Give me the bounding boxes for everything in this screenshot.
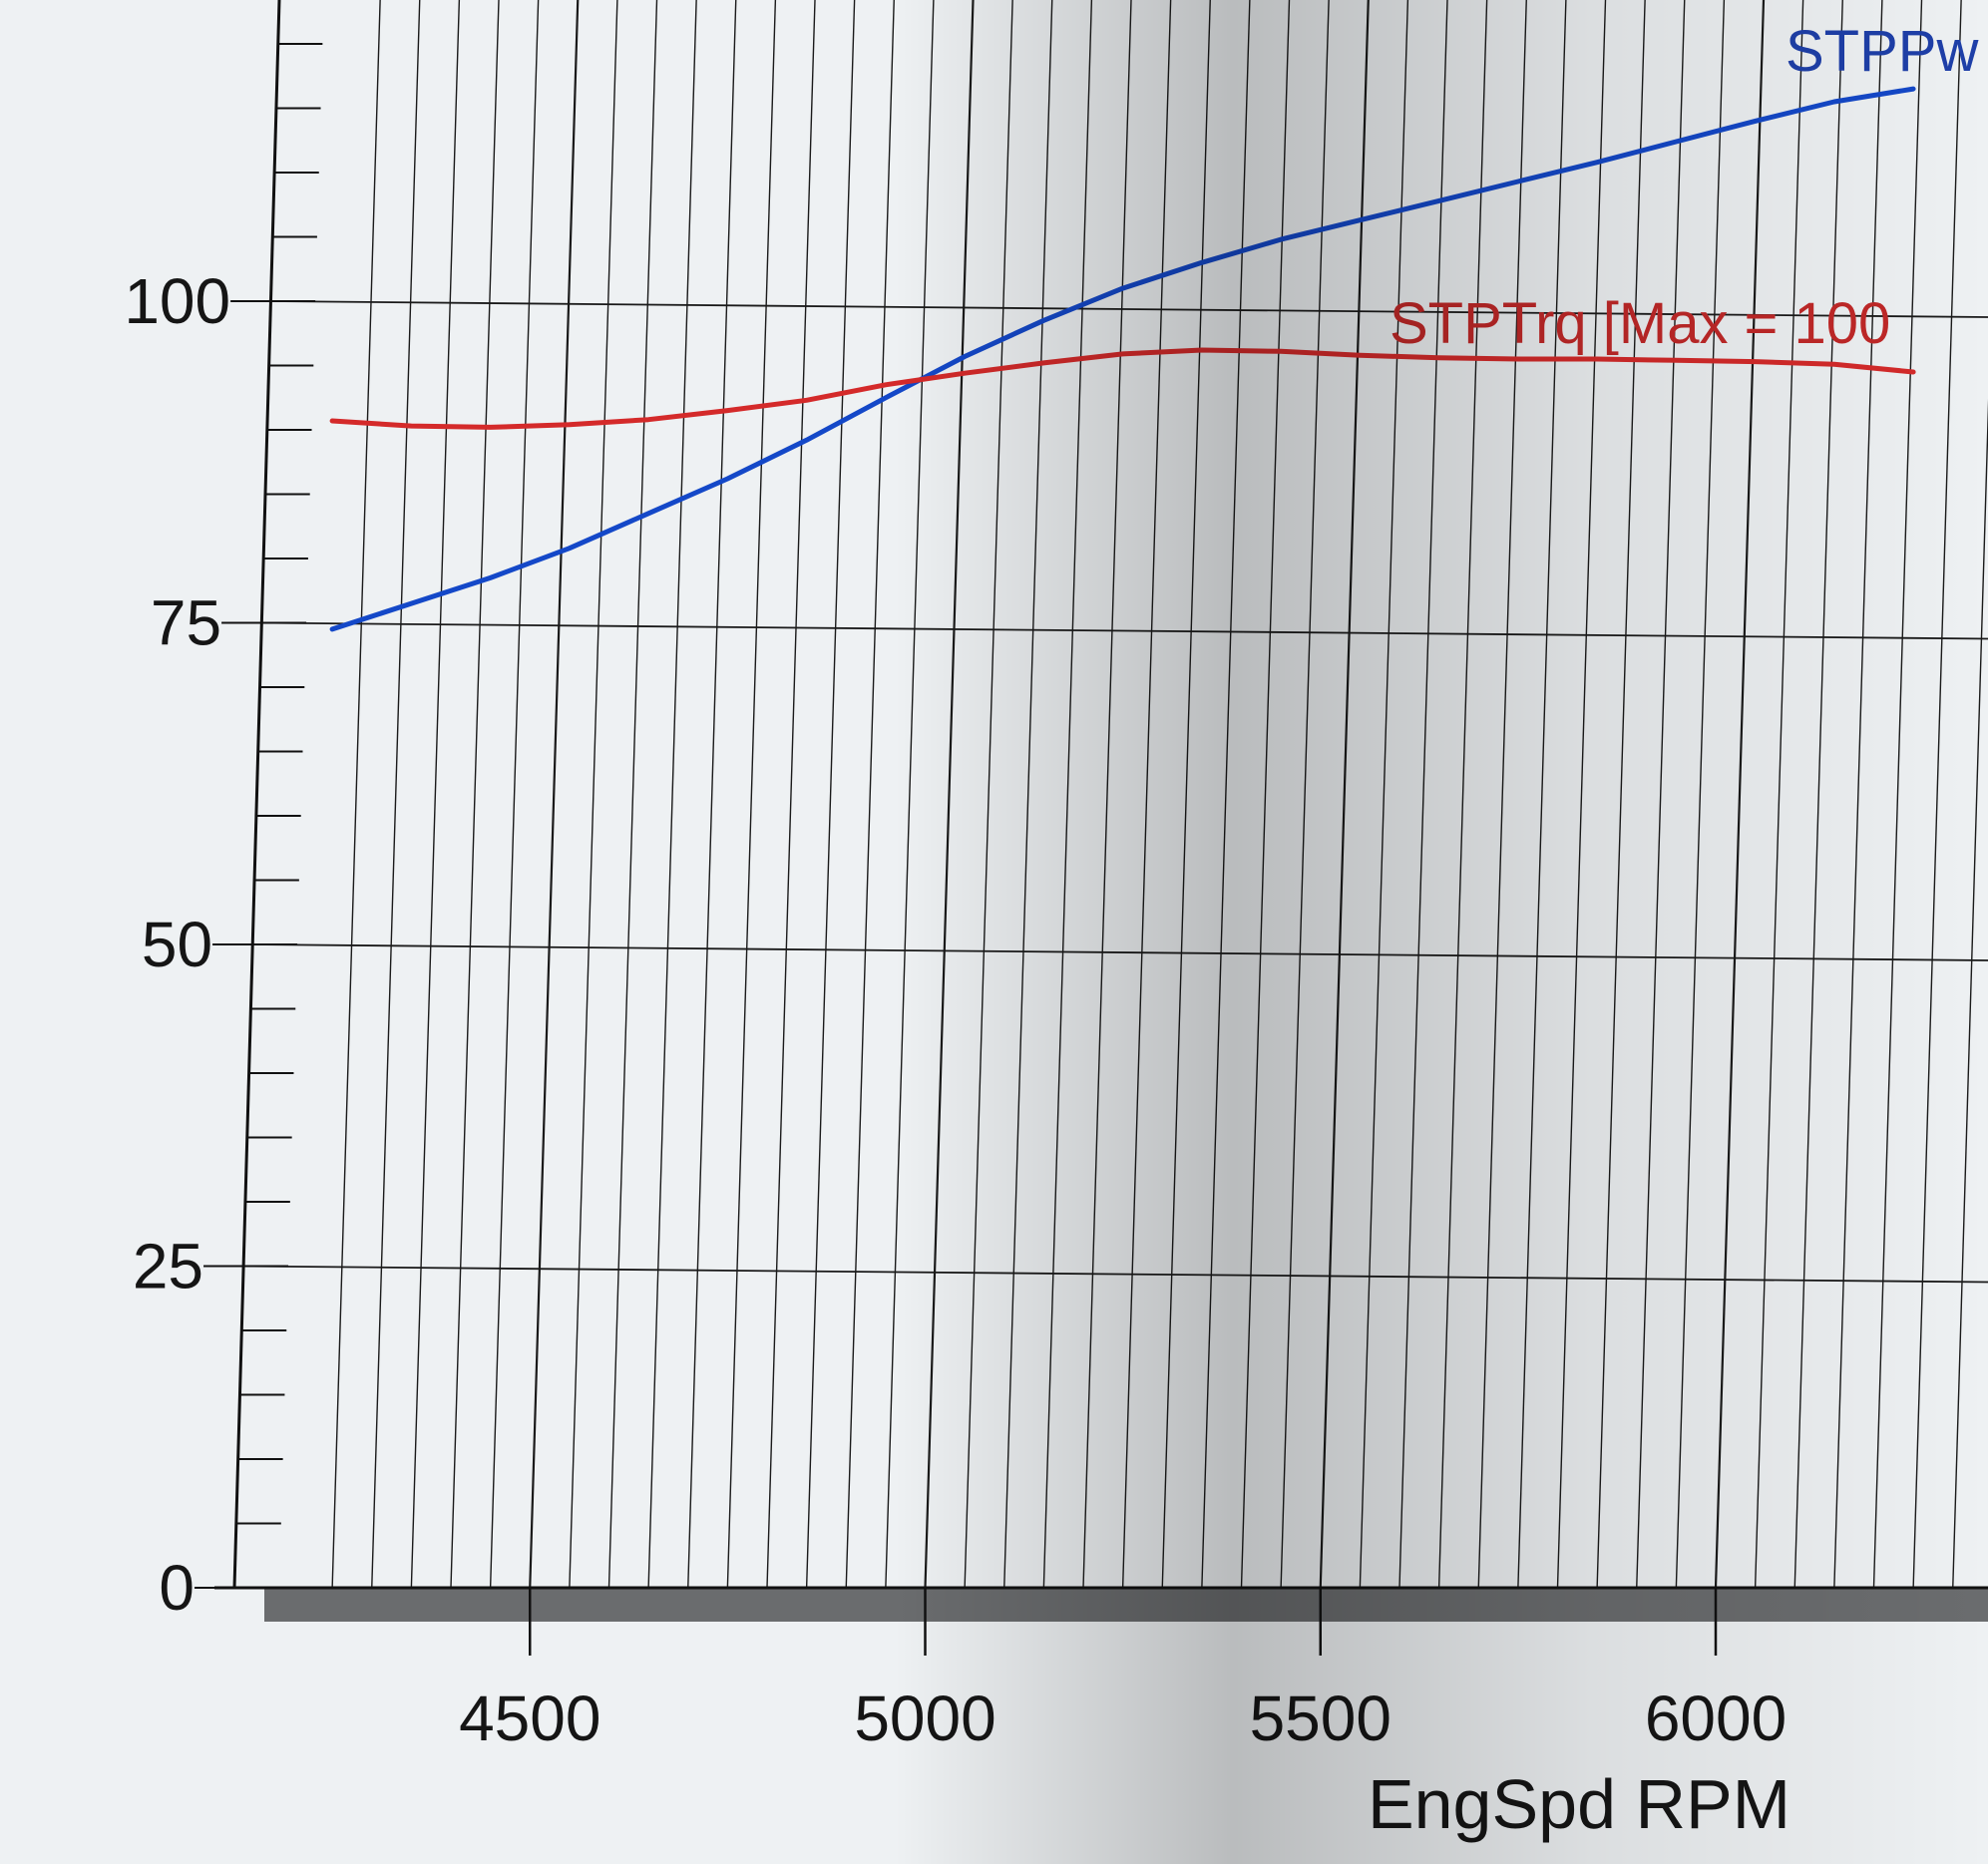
x-tick-label: 5500 <box>1250 1682 1392 1754</box>
x-axis-title: EngSpd RPM <box>1368 1765 1790 1843</box>
y-tick-label: 25 <box>133 1231 203 1303</box>
series-label-power: STPPw <box>1786 19 1979 84</box>
series-label-torque: STPTrq [Max = 100 <box>1390 291 1890 356</box>
y-tick-label: 100 <box>124 265 230 337</box>
y-tick-label: 50 <box>142 909 212 980</box>
y-tick-label: 0 <box>159 1552 195 1624</box>
x-tick-label: 6000 <box>1645 1682 1787 1754</box>
x-tick-label: 5000 <box>854 1682 995 1754</box>
y-tick-label: 75 <box>151 587 221 659</box>
x-tick-label: 4500 <box>459 1682 600 1754</box>
x-axis-band <box>264 1588 1988 1622</box>
